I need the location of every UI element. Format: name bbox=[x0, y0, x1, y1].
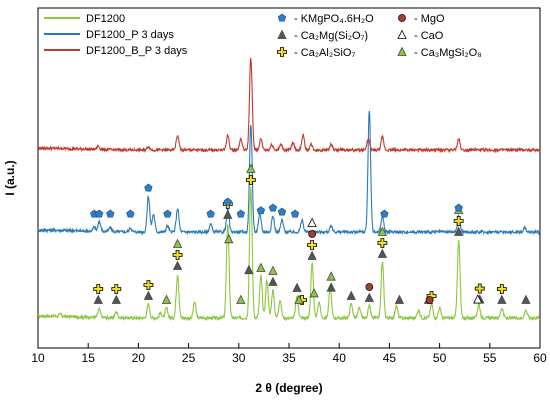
x-tick-label-40: 40 bbox=[333, 351, 347, 365]
peak-marker-1-9 bbox=[326, 282, 336, 292]
x-tick-label-50: 50 bbox=[433, 351, 447, 365]
legend-phase-label-1: - Ca₂Mg(Si₂O₇) bbox=[294, 30, 368, 42]
peak-marker-0-11 bbox=[277, 207, 287, 216]
peak-marker-0-3 bbox=[126, 209, 135, 218]
x-tick-label-45: 45 bbox=[383, 351, 397, 365]
peak-marker-1-6 bbox=[268, 276, 278, 286]
peak-marker-0-6 bbox=[206, 209, 215, 218]
legend-layer: DF1200 DF1200_P 3 days DF1200_B_P 3 days - … bbox=[44, 13, 482, 59]
peak-marker-3-0 bbox=[308, 230, 316, 238]
peak-marker-5-6 bbox=[268, 265, 278, 275]
peak-marker-1-12 bbox=[377, 248, 388, 258]
peak-marker-0-2 bbox=[106, 209, 115, 218]
peak-marker-5-4 bbox=[246, 163, 256, 173]
series-curve-1 bbox=[37, 187, 541, 322]
peak-marker-0-7 bbox=[223, 197, 232, 206]
peak-marker-0-5 bbox=[163, 209, 172, 218]
peak-marker-0-10 bbox=[268, 203, 278, 212]
series-curve-2 bbox=[37, 110, 541, 236]
peak-marker-5-5 bbox=[256, 262, 266, 272]
peak-marker-2-5 bbox=[245, 175, 256, 185]
peak-marker-2-10 bbox=[453, 216, 464, 226]
legend-label-2: DF1200_P 3 days bbox=[86, 29, 174, 41]
peak-marker-1-0 bbox=[93, 294, 103, 304]
x-tick-label-30: 30 bbox=[232, 351, 246, 365]
legend-phase-marker-2 bbox=[277, 47, 287, 57]
legend-phase-label-5: - Ca₃MgSi₂O₈ bbox=[414, 47, 482, 59]
legend-phase-marker-5 bbox=[397, 46, 407, 56]
curves-layer bbox=[37, 57, 541, 322]
peak-marker-2-3 bbox=[172, 250, 183, 260]
x-ticks-layer: 10 15 20 25 30 35 40 45 50 55 60 bbox=[31, 343, 547, 365]
legend-phase-marker-1 bbox=[277, 29, 287, 39]
peak-marker-0-4 bbox=[144, 183, 153, 192]
peak-marker-0-13 bbox=[380, 209, 389, 218]
peak-marker-2-8 bbox=[377, 238, 388, 248]
peak-marker-1-2 bbox=[143, 290, 154, 300]
peak-marker-1-5 bbox=[244, 264, 254, 275]
x-tick-label-35: 35 bbox=[282, 351, 296, 365]
peak-marker-3-1 bbox=[365, 283, 374, 291]
plot-frame bbox=[37, 7, 541, 349]
legend-label-1: DF1200 bbox=[86, 13, 125, 25]
peak-marker-1-1 bbox=[111, 294, 121, 304]
peak-marker-5-2 bbox=[224, 233, 234, 244]
peak-marker-2-7 bbox=[307, 240, 317, 250]
peak-marker-4-1 bbox=[473, 294, 483, 304]
legend-phase-label-2: - Ca₂Al₂SiO₇ bbox=[294, 47, 355, 59]
legend-phase-label-4: - CaO bbox=[414, 30, 444, 42]
peak-marker-5-9 bbox=[326, 271, 336, 281]
legend-phase-label-0: - KMgPO₄.6H₂O bbox=[294, 13, 374, 25]
peak-marker-2-0 bbox=[93, 284, 104, 294]
y-axis-label: I (a.u.) bbox=[3, 160, 17, 195]
x-tick-label-15: 15 bbox=[82, 351, 96, 365]
peak-marker-4-0 bbox=[307, 217, 317, 227]
legend-phase-marker-3 bbox=[398, 14, 406, 22]
peak-marker-1-4 bbox=[223, 209, 233, 219]
peak-marker-1-10 bbox=[346, 290, 356, 300]
peak-marker-5-0 bbox=[161, 294, 172, 304]
peak-marker-2-12 bbox=[496, 284, 507, 294]
peak-marker-5-10 bbox=[377, 226, 388, 236]
legend-phase-label-3: - MgO bbox=[414, 13, 445, 25]
peak-marker-1-3 bbox=[172, 260, 183, 270]
peak-marker-0-14 bbox=[454, 203, 463, 212]
peak-marker-1-7 bbox=[292, 282, 302, 292]
peak-marker-0-9 bbox=[256, 206, 266, 215]
peak-marker-1-18 bbox=[521, 294, 531, 304]
x-tick-label-20: 20 bbox=[132, 351, 146, 365]
peak-marker-2-11 bbox=[474, 283, 485, 294]
peak-marker-5-3 bbox=[236, 294, 246, 304]
x-tick-label-25: 25 bbox=[182, 351, 196, 365]
legend-phase-marker-4 bbox=[397, 29, 407, 39]
peak-marker-1-11 bbox=[364, 292, 374, 302]
peak-marker-1-15 bbox=[454, 226, 464, 236]
peak-marker-5-1 bbox=[172, 238, 183, 248]
legend-phase-marker-0 bbox=[277, 13, 287, 22]
peak-marker-1-8 bbox=[307, 250, 317, 260]
peak-marker-5-7 bbox=[294, 294, 304, 304]
peak-marker-1-17 bbox=[497, 294, 507, 304]
peak-marker-2-2 bbox=[143, 280, 154, 290]
phase-markers-layer bbox=[90, 163, 531, 305]
peak-marker-5-8 bbox=[309, 288, 319, 298]
x-tick-label-10: 10 bbox=[31, 351, 45, 365]
peak-marker-3-2 bbox=[425, 296, 434, 304]
peak-marker-0-1 bbox=[95, 209, 104, 218]
peak-marker-0-12 bbox=[290, 209, 300, 218]
peak-marker-2-1 bbox=[111, 284, 122, 294]
peak-marker-1-13 bbox=[394, 294, 405, 304]
series-curve-3 bbox=[37, 57, 541, 154]
peak-marker-0-8 bbox=[236, 209, 245, 218]
x-tick-label-60: 60 bbox=[533, 351, 547, 365]
x-axis-label: 2 θ (degree) bbox=[255, 381, 322, 395]
x-tick-label-55: 55 bbox=[483, 351, 497, 365]
legend-label-3: DF1200_B_P 3 days bbox=[86, 45, 188, 57]
